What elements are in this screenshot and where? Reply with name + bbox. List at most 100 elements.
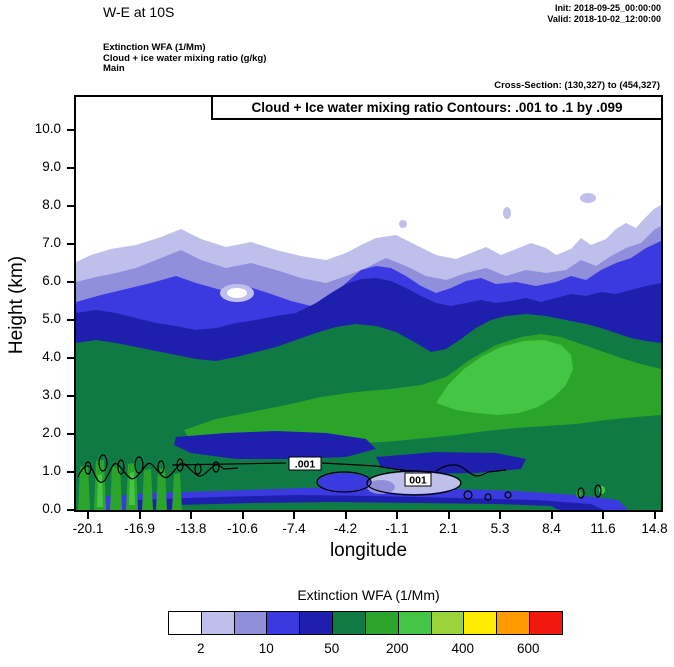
contour-title-box: Cloud + Ice water mixing ratio Contours:… [211,95,663,120]
legend-color-box [398,612,432,634]
x-tick-label: 8.4 [542,521,561,536]
y-tick-label: 2.0 [42,425,61,440]
x-tick-mark [190,512,192,519]
cloud-mixing-ratio-contour-loop [484,493,492,501]
field-patch [129,472,135,505]
legend-color-box [234,612,268,634]
field-patch [367,480,395,494]
product-info-block: Extinction WFA (1/Mm) Cloud + ice water … [103,42,267,75]
cloud-mixing-ratio-contour-loop [594,484,602,498]
contour-label-text: .001 [295,459,316,471]
cloud-mixing-ratio-contour-line [77,462,239,483]
cloud-mixing-ratio-contour-loop [463,490,473,500]
y-tick-mark [67,319,74,321]
x-tick-label: 2.1 [439,521,458,536]
legend-color-box [431,612,465,634]
plot-area: .001 001 Cloud + Ice water mixing ratio C… [74,95,663,512]
legend-color-box [497,612,531,634]
legend-boundary-label: 10 [258,641,274,656]
contour-title-text: Cloud + Ice water mixing ratio Contours:… [251,100,623,115]
cloud-mixing-ratio-contour-loop [577,487,585,499]
cloud-mixing-ratio-contour-loop [504,491,512,499]
x-tick-label: -16.9 [124,521,155,536]
legend-color-box [530,612,562,634]
field-patch [399,220,407,228]
legend-title: Extinction WFA (1/Mm) [297,587,440,603]
y-tick-label: 0.0 [42,501,61,516]
product-line-main: Main [103,63,125,74]
contour-label-text: 001 [409,475,427,487]
y-tick-mark [67,357,74,359]
cloud-mixing-ratio-contour-loop [316,471,372,493]
x-tick-mark [293,512,295,519]
x-tick-mark [396,512,398,519]
legend-boundary-label: 200 [385,641,409,656]
y-tick-label: 8.0 [42,197,61,212]
field-patch [78,465,90,510]
contour-field-svg: .001 001 [76,97,661,510]
x-axis-ticks: -20.1 -16.9 -13.8 -10.6 -7.4 -4.2 -1.1 2.1 5.3 8.… [73,512,668,552]
field-patch [174,431,376,459]
x-tick-label: -7.4 [282,521,306,536]
legend-boundary-label: 600 [516,641,540,656]
legend-boundary-label: 2 [196,641,205,656]
field-patch [110,466,122,510]
x-tick-mark [602,512,604,519]
field-patch [97,474,103,507]
x-tick-label: -10.6 [227,521,258,536]
cloud-mixing-ratio-contour-loop [117,459,125,475]
legend-color-box [333,612,366,634]
legend-boundary-label: 50 [324,641,340,656]
y-tick-mark [67,395,74,397]
contour-label-box [404,472,432,487]
x-tick-mark [499,512,501,519]
field-patch [156,468,167,510]
x-tick-mark [241,512,244,519]
y-tick-mark [67,433,74,435]
field-patch [227,288,247,298]
x-tick-mark [653,512,656,519]
legend-colorbar [168,611,563,635]
y-tick-label: 9.0 [42,159,61,174]
cloud-mixing-ratio-contour-loop [157,460,165,474]
field-patch [376,452,526,474]
legend-color-box [201,612,235,634]
cloud-mixing-ratio-contour-line [321,462,421,472]
legend-color-box [300,612,334,634]
product-line-cloud-ice: Cloud + ice water mixing ratio (g/kg) [103,52,267,64]
y-tick-mark [67,167,74,169]
field-patch [172,473,182,510]
x-tick-label: 5.3 [490,521,510,536]
legend-color-box [464,612,498,634]
legend-boundary-label: 400 [451,641,475,656]
cloud-mixing-ratio-contour-line [435,464,507,477]
cloud-mixing-ratio-contour-loop [134,456,144,474]
field-patch [318,473,370,491]
y-tick-label: 3.0 [42,387,61,402]
y-tick-mark [67,509,74,511]
field-patch [142,469,153,510]
x-tick-mark [87,512,89,519]
x-tick-label: -13.8 [175,521,207,536]
y-tick-mark [67,471,74,473]
init-valid-block: Init: 2018-09-25_00:00:00 Valid: 2018-10… [547,3,661,25]
y-tick-mark [67,281,74,283]
legend-color-box [169,612,202,634]
field-patch [580,193,596,203]
legend-labels: 2 10 50 200 400 600 [168,641,561,657]
field-patch [599,486,605,494]
x-tick-mark [344,512,347,519]
legend-color-box [365,612,399,634]
y-tick-mark [67,129,74,131]
valid-time: Valid: 2018-10-02_12:00:00 [547,14,661,24]
y-tick-label: 7.0 [42,235,61,250]
cross-section-info: Cross-Section: (130,327) to (454,327) [494,80,660,91]
x-tick-label: -20.1 [72,521,104,536]
y-tick-mark [67,205,74,207]
x-tick-label: 11.6 [590,521,616,536]
y-tick-label: 1.0 [42,463,61,478]
x-axis-label: longitude [329,540,408,561]
y-axis-ticks: 0.0 1.0 2.0 3.0 4.0 5.0 6.0 7.0 8.0 9.0 10.0 [0,95,74,516]
x-tick-mark [550,512,553,519]
